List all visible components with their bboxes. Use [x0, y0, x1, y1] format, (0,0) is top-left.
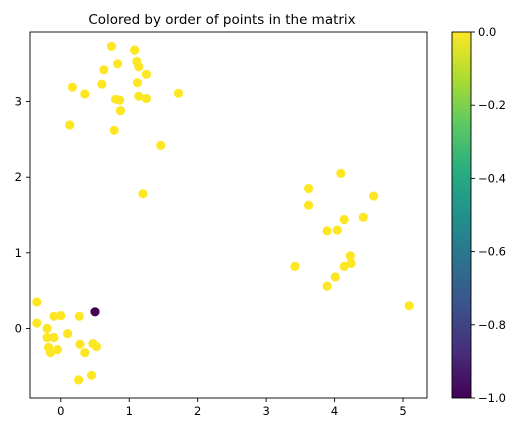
- data-point: [42, 332, 52, 343]
- data-point: [80, 89, 90, 99]
- data-point: [141, 69, 151, 79]
- x-tick-label: 2: [194, 404, 201, 418]
- data-point: [75, 339, 85, 349]
- data-point: [156, 140, 166, 150]
- data-point: [130, 45, 140, 55]
- data-point: [65, 120, 75, 130]
- colorbar-tick-label: 0.0: [478, 25, 496, 39]
- data-point: [56, 311, 66, 321]
- y-axis: 0 1 2 3: [15, 95, 30, 335]
- data-point: [90, 307, 100, 317]
- y-tick-label: 1: [15, 246, 22, 260]
- data-point: [63, 329, 73, 339]
- colorbar-tick-label: −0.6: [478, 245, 506, 259]
- plot-frame: [29, 31, 428, 399]
- x-tick-label: 4: [331, 404, 338, 418]
- data-point: [49, 311, 59, 321]
- data-point: [330, 272, 340, 282]
- data-point: [134, 62, 144, 72]
- data-point: [87, 370, 97, 380]
- data-point: [115, 95, 125, 105]
- data-point: [138, 189, 148, 199]
- colorbar: [451, 31, 472, 399]
- data-point: [404, 301, 414, 311]
- x-tick-label: 0: [57, 404, 64, 418]
- data-point: [290, 261, 300, 271]
- data-point: [74, 311, 84, 321]
- x-tick-label: 3: [262, 404, 269, 418]
- data-point: [97, 79, 107, 89]
- data-point: [91, 342, 101, 352]
- data-point: [109, 125, 119, 135]
- data-point: [339, 261, 349, 271]
- y-tick-label: 0: [15, 321, 22, 335]
- data-point: [332, 225, 342, 235]
- colorbar-tick-label: −0.8: [478, 318, 506, 332]
- x-axis: 0 1 2 3 4 5: [57, 398, 407, 418]
- data-point: [322, 281, 332, 291]
- x-tick-label: 5: [399, 404, 406, 418]
- x-tick-label: 1: [126, 404, 133, 418]
- data-point: [32, 318, 42, 328]
- data-point: [173, 88, 184, 98]
- data-point: [99, 65, 109, 75]
- data-point: [304, 183, 314, 194]
- chart-title: Colored by order of points in the matrix: [88, 12, 355, 28]
- data-point: [106, 41, 117, 52]
- colorbar-tick-label: −0.4: [478, 171, 506, 185]
- data-point: [339, 214, 349, 225]
- data-point: [80, 348, 90, 358]
- data-point: [304, 200, 314, 210]
- y-tick-label: 2: [15, 170, 22, 184]
- data-point: [369, 191, 379, 201]
- data-point: [358, 212, 368, 222]
- data-point: [42, 323, 52, 333]
- y-tick-label: 3: [15, 95, 22, 109]
- data-point: [115, 106, 125, 116]
- data-point: [134, 91, 144, 101]
- colorbar-tick-label: −0.2: [478, 98, 506, 112]
- data-point: [45, 348, 56, 358]
- data-point: [113, 59, 123, 69]
- data-point: [52, 345, 63, 355]
- data-point: [345, 251, 355, 261]
- colorbar-axis: 0.0 −0.2 −0.4 −0.6 −0.8 −1.0: [471, 25, 506, 405]
- points-layer: [32, 41, 414, 385]
- data-point: [132, 78, 143, 88]
- colorbar-tick-label: −1.0: [478, 391, 506, 405]
- data-point: [67, 82, 77, 92]
- data-point: [322, 226, 332, 236]
- data-point: [336, 168, 346, 178]
- data-point: [32, 297, 42, 307]
- data-point: [74, 375, 84, 385]
- data-point: [141, 93, 151, 104]
- data-point: [49, 332, 59, 343]
